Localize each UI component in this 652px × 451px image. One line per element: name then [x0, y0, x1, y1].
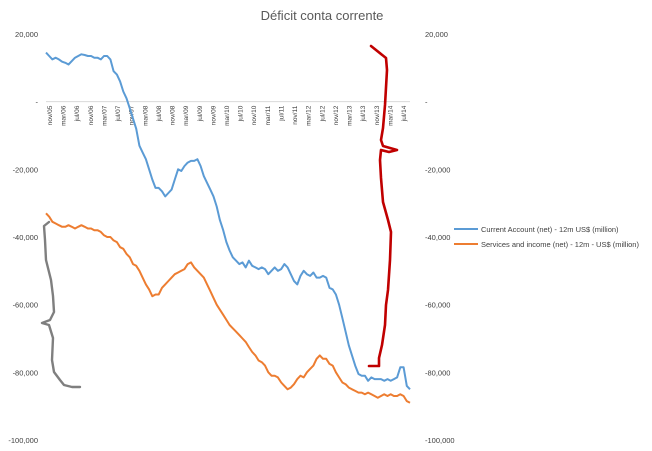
x-tick-label: nov/09	[210, 105, 217, 125]
gray-annotation-curve	[40, 220, 82, 389]
x-axis-tick-labels: nov/05 mar/06 jul/06 nov/06 mar/07 jul/07 nov/…	[47, 105, 408, 126]
y-left-tick-label: -	[36, 98, 39, 107]
x-tick-label: jul/08	[156, 105, 163, 122]
legend-label: Services and income (net) - 12m - US$ (m…	[481, 240, 639, 249]
y-right-tick-label: -100,000	[425, 436, 455, 445]
x-tick-label: nov/13	[374, 105, 381, 125]
current-account-line	[45, 51, 411, 390]
y-right-tick-label: -80,000	[425, 368, 450, 377]
y-right-tick-label: -40,000	[425, 233, 450, 242]
series-lines	[45, 51, 411, 404]
y-axis-left-ticks: 20,000 - -20,000 -40,000 -60,000 -80,000 -100,…	[8, 30, 38, 445]
x-tick-label: nov/05	[47, 105, 54, 125]
x-tick-label: mar/09	[183, 105, 190, 126]
y-right-tick-label: 20,000	[425, 30, 448, 39]
x-tick-label: mar/13	[347, 105, 354, 126]
x-tick-label: jul/11	[278, 105, 285, 121]
x-tick-label: mar/11	[265, 105, 272, 125]
hand-drawn-annotations	[40, 44, 399, 389]
y-left-tick-label: 20,000	[15, 30, 38, 39]
y-left-tick-label: -100,000	[8, 436, 38, 445]
x-tick-label: jul/06	[74, 105, 81, 122]
x-tick-label: mar/07	[101, 105, 108, 126]
y-right-tick-label: -60,000	[425, 301, 450, 310]
x-tick-label: jul/07	[115, 105, 122, 122]
x-tick-label: jul/09	[197, 105, 204, 122]
y-right-tick-label: -20,000	[425, 165, 450, 174]
x-tick-label: mar/12	[306, 105, 313, 126]
y-axis-right-ticks: 20,000 - -20,000 -40,000 -60,000 -80,000 -100,…	[425, 30, 455, 445]
legend-label: Current Account (net) - 12m US$ (million…	[481, 225, 619, 234]
x-tick-label: mar/14	[387, 105, 394, 126]
x-tick-label: jul/14	[401, 105, 408, 122]
x-tick-label: nov/10	[251, 105, 258, 125]
x-tick-label: nov/11	[292, 105, 299, 124]
x-tick-label: mar/10	[224, 105, 231, 126]
x-tick-label: nov/12	[333, 105, 340, 125]
x-tick-label: mar/08	[142, 105, 149, 126]
chart-title: Déficit conta corrente	[261, 8, 384, 23]
red-annotation-curve	[367, 44, 399, 368]
x-tick-label: jul/10	[238, 105, 245, 122]
y-left-tick-label: -40,000	[13, 233, 38, 242]
x-tick-label: nov/08	[170, 105, 177, 125]
services-income-line	[45, 212, 411, 404]
x-tick-label: mar/06	[61, 105, 68, 126]
y-left-tick-label: -80,000	[13, 368, 38, 377]
x-tick-label: nov/06	[88, 105, 95, 125]
x-tick-label: jul/12	[319, 105, 326, 122]
y-right-tick-label: -	[425, 98, 428, 107]
y-left-tick-label: -20,000	[13, 165, 38, 174]
x-tick-label: jul/13	[360, 105, 367, 122]
legend: Current Account (net) - 12m US$ (million…	[454, 225, 639, 249]
y-left-tick-label: -60,000	[13, 301, 38, 310]
